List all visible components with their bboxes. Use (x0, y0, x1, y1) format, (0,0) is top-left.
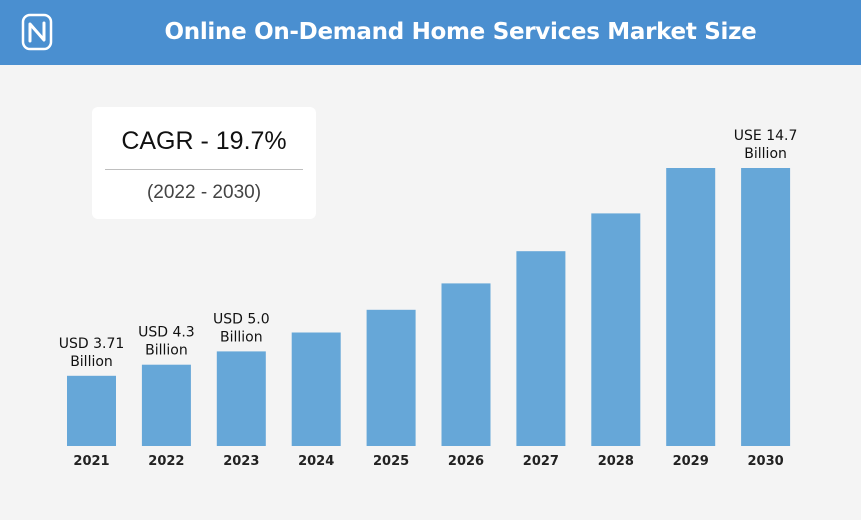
cagr-divider (105, 169, 303, 170)
bar-2023 (216, 351, 266, 446)
bar-2024 (291, 332, 341, 446)
cagr-card: CAGR - 19.7% (2022 - 2030) (92, 107, 316, 219)
header-bar: Online On-Demand Home Services Market Si… (0, 0, 861, 65)
data-label-2022-line-0: USD 4.3 (138, 325, 195, 341)
data-label-2022-line-1: Billion (145, 343, 188, 359)
category-label-2022: 2022 (148, 454, 184, 469)
category-label-2027: 2027 (523, 454, 559, 469)
bar-2022 (141, 364, 191, 446)
bar-2029 (666, 168, 716, 446)
cagr-period: (2022 - 2030) (146, 182, 262, 203)
cagr-value: CAGR - 19.7% (121, 127, 287, 155)
data-label-2023-line-1: Billion (220, 329, 263, 345)
bar-2021 (67, 375, 116, 446)
bar-2025 (366, 309, 416, 446)
category-label-2028: 2028 (598, 454, 634, 469)
category-label-2021: 2021 (73, 454, 109, 469)
data-label-2021-line-1: Billion (70, 354, 113, 370)
category-label-2024: 2024 (298, 454, 334, 469)
bar-2027 (516, 251, 566, 446)
bar-2030 (741, 168, 791, 446)
n-logo-icon (21, 13, 53, 51)
category-label-2030: 2030 (748, 454, 784, 469)
category-label-2023: 2023 (223, 454, 259, 469)
data-label-2021-line-0: USD 3.71 (59, 336, 125, 352)
chart-title: Online On-Demand Home Services Market Si… (164, 19, 757, 45)
data-label-2030-line-0: USE 14.7 (734, 128, 798, 144)
category-label-2029: 2029 (673, 454, 709, 469)
data-label-2030-line-1: Billion (744, 146, 787, 162)
bar-2028 (591, 213, 641, 446)
data-label-2023-line-0: USD 5.0 (213, 311, 270, 327)
category-label-2026: 2026 (448, 454, 484, 469)
category-label-2025: 2025 (373, 454, 409, 469)
bar-2026 (441, 283, 491, 446)
